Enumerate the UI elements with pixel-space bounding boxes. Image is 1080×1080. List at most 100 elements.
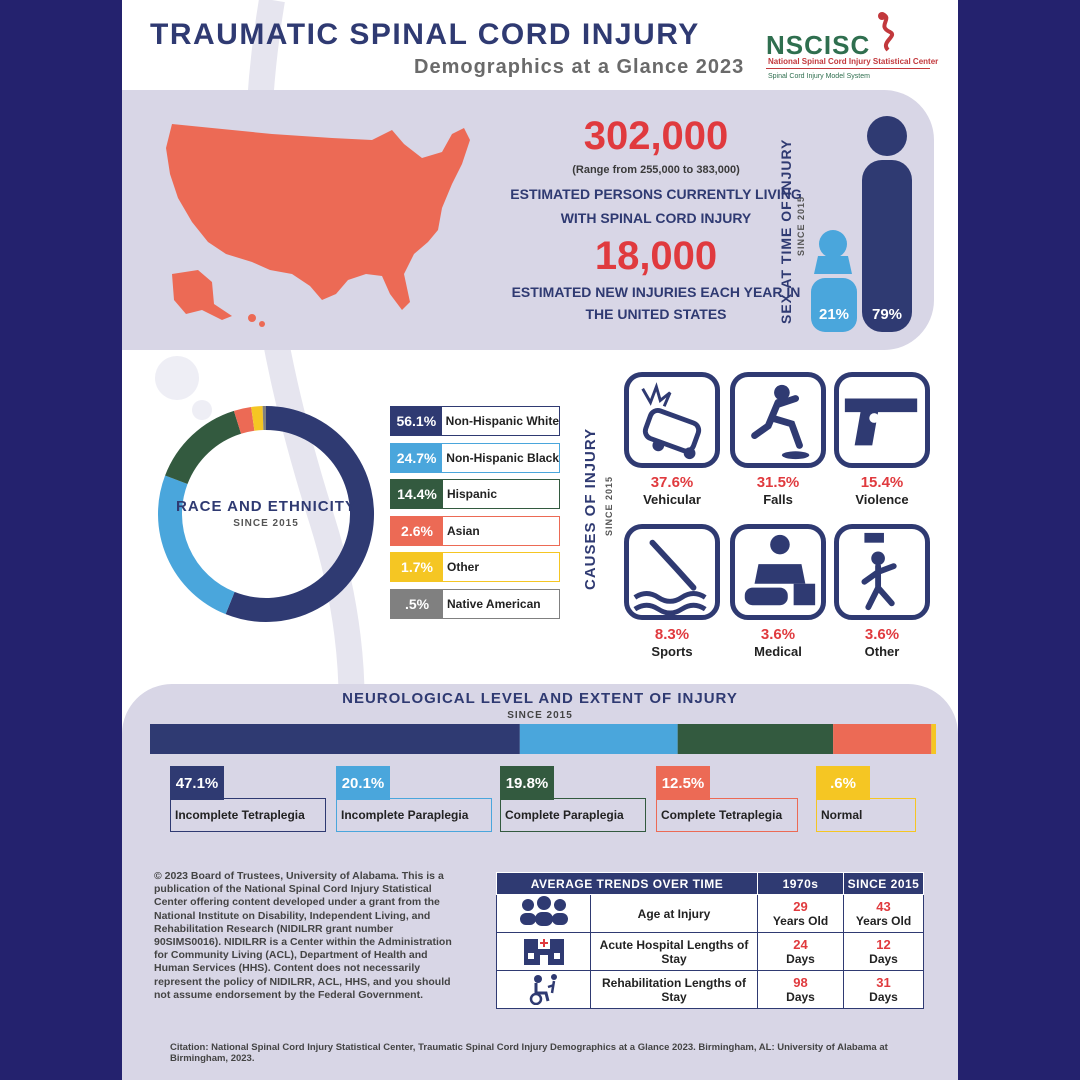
race-legend-label: Asian bbox=[447, 523, 480, 538]
donut-slice-hispanic bbox=[165, 410, 242, 485]
male-body-bar bbox=[862, 160, 912, 332]
trends-2015-unit: Days bbox=[869, 952, 898, 966]
page-title: TRAUMATIC SPINAL CORD INJURY bbox=[150, 18, 700, 51]
neuro-legend-label: Incomplete Tetraplegia bbox=[170, 798, 326, 832]
race-title: RACE AND ETHNICITY bbox=[176, 498, 356, 515]
cause-pct: 8.3% bbox=[654, 626, 690, 643]
causes-title: CAUSES OF INJURY bbox=[582, 427, 599, 590]
cause-pct: 31.5% bbox=[756, 474, 800, 491]
donut-slice-asian bbox=[233, 407, 255, 434]
trends-2015-cell: 31 Days bbox=[843, 970, 924, 1009]
trends-2015-value: 43 bbox=[876, 899, 891, 914]
trends-1970s-unit: Days bbox=[786, 952, 815, 966]
cause-pct: 37.6% bbox=[650, 474, 694, 491]
neuro-legend-label: Complete Tetraplegia bbox=[656, 798, 798, 832]
hospital-icon bbox=[523, 937, 564, 965]
race-legend-value: 14.4% bbox=[391, 479, 443, 510]
neuro-legend-value: 20.1% bbox=[336, 766, 390, 800]
race-legend-row: 2.6% Asian bbox=[390, 515, 560, 546]
cause-label: Violence bbox=[855, 492, 909, 507]
logo-subtitle: National Spinal Cord Injury Statistical … bbox=[768, 57, 939, 66]
neuro-legend-value: 19.8% bbox=[500, 766, 554, 800]
logo-subtitle-2: Spinal Cord Injury Model System bbox=[768, 73, 870, 80]
race-since: SINCE 2015 bbox=[233, 518, 299, 529]
trends-table: AVERAGE TRENDS OVER TIME 1970s SINCE 201… bbox=[496, 872, 924, 1009]
neuro-legend-value: 12.5% bbox=[656, 766, 710, 800]
trends-row: Rehabilitation Lengths of Stay 98 Days 31 Da… bbox=[496, 970, 924, 1009]
neuro-stacked-bar bbox=[150, 724, 936, 754]
diving-icon bbox=[624, 524, 720, 620]
neuro-legend-value: .6% bbox=[816, 766, 870, 800]
race-legend-row: 24.7% Non-Hispanic Black bbox=[390, 442, 560, 473]
neuro-legend-value: 47.1% bbox=[170, 766, 224, 800]
neuro-bar-segment-normal bbox=[931, 724, 936, 754]
neuro-bar-segment-complete-tetraplegia bbox=[833, 724, 932, 754]
cause-label: Medical bbox=[754, 644, 802, 659]
neuro-title: NEUROLOGICAL LEVEL AND EXTENT OF INJURY bbox=[342, 690, 738, 707]
race-donut-chart bbox=[158, 406, 374, 622]
cause-label: Falls bbox=[763, 492, 793, 507]
incidence-line-2: THE UNITED STATES bbox=[585, 306, 727, 322]
race-legend-label: Non-Hispanic Black bbox=[446, 450, 559, 465]
trends-1970s-cell: 98 Days bbox=[757, 970, 844, 1009]
race-legend-value: 56.1% bbox=[391, 406, 442, 436]
neuro-bar-segment-complete-paraplegia bbox=[677, 724, 834, 754]
race-legend-row: 56.1% Non-Hispanic White bbox=[390, 406, 560, 436]
incidence-number: 18,000 bbox=[594, 234, 718, 278]
trends-row: Acute Hospital Lengths of Stay 24 Days 12 Da… bbox=[496, 932, 924, 971]
nscisc-logo: NSCISC bbox=[766, 30, 871, 60]
trends-header: AVERAGE TRENDS OVER TIME bbox=[496, 872, 758, 895]
sex-figures bbox=[811, 116, 912, 332]
trends-1970s-value: 29 bbox=[793, 899, 808, 914]
fall-icon bbox=[730, 372, 826, 468]
trends-1970s-cell: 24 Days bbox=[757, 932, 844, 971]
neuro-bar-segment-incomplete-tetraplegia bbox=[150, 724, 520, 754]
cause-pct: 3.6% bbox=[864, 626, 900, 643]
race-legend-row: 14.4% Hispanic bbox=[390, 479, 560, 510]
trends-2015-unit: Years Old bbox=[855, 914, 912, 928]
incidence-line-1: ESTIMATED NEW INJURIES EACH YEAR IN bbox=[511, 284, 801, 300]
trends-2015-cell: 12 Days bbox=[843, 932, 924, 971]
race-legend-label: Non-Hispanic White bbox=[445, 414, 559, 428]
race-legend-value: .5% bbox=[391, 589, 443, 619]
donut-slice-non-hispanic-white bbox=[225, 406, 374, 622]
gun-icon bbox=[834, 372, 930, 468]
trends-row-label: Age at Injury bbox=[590, 894, 758, 933]
cause-label: Other bbox=[864, 644, 900, 659]
female-body-bar bbox=[811, 278, 857, 332]
prevalence-number: 302,000 bbox=[583, 114, 729, 158]
trends-2015-value: 31 bbox=[876, 975, 891, 990]
trends-2015-cell: 43 Years Old bbox=[843, 894, 924, 933]
cause-label: Sports bbox=[651, 644, 693, 659]
wheelchair-rehab-icon bbox=[529, 974, 557, 1006]
race-legend-label: Hispanic bbox=[447, 487, 498, 502]
people-icon bbox=[519, 896, 568, 926]
race-legend-row: 1.7% Other bbox=[390, 552, 560, 583]
citation-text: Citation: National Spinal Cord Injury St… bbox=[170, 1042, 888, 1064]
neuro-legend-label: Complete Paraplegia bbox=[500, 798, 646, 832]
female-head-icon bbox=[819, 230, 847, 258]
spine-logo-icon bbox=[878, 12, 894, 52]
trends-1970s-unit: Years Old bbox=[772, 914, 829, 928]
neuro-legend-label: Normal bbox=[816, 798, 916, 832]
race-legend-label: Native American bbox=[447, 597, 541, 611]
infographic-page: TRAUMATIC SPINAL CORD INJURY Demographic… bbox=[122, 0, 958, 1080]
prevalence-line-2: WITH SPINAL CORD INJURY bbox=[560, 210, 752, 226]
trends-1970s-value: 98 bbox=[793, 975, 808, 990]
neuro-since: SINCE 2015 bbox=[507, 710, 573, 721]
race-legend-value: 2.6% bbox=[391, 515, 443, 546]
trends-2015-value: 12 bbox=[876, 937, 891, 952]
female-hair-icon bbox=[814, 256, 852, 274]
trends-1970s-unit: Days bbox=[786, 990, 815, 1004]
male-pct: 79% bbox=[871, 306, 903, 323]
sex-title: SEX AT TIME OF INJURY bbox=[778, 138, 794, 324]
race-legend-label: Other bbox=[447, 560, 480, 575]
logo-divider bbox=[766, 68, 930, 69]
male-head-icon bbox=[867, 116, 907, 156]
prevalence-range: (Range from 255,000 to 383,000) bbox=[572, 164, 740, 176]
cause-label: Vehicular bbox=[643, 492, 701, 507]
race-legend-value: 1.7% bbox=[391, 552, 443, 583]
race-legend-value: 24.7% bbox=[391, 442, 443, 473]
race-legend-row: .5% Native American bbox=[390, 589, 560, 619]
donut-slice-non-hispanic-black bbox=[158, 475, 235, 615]
